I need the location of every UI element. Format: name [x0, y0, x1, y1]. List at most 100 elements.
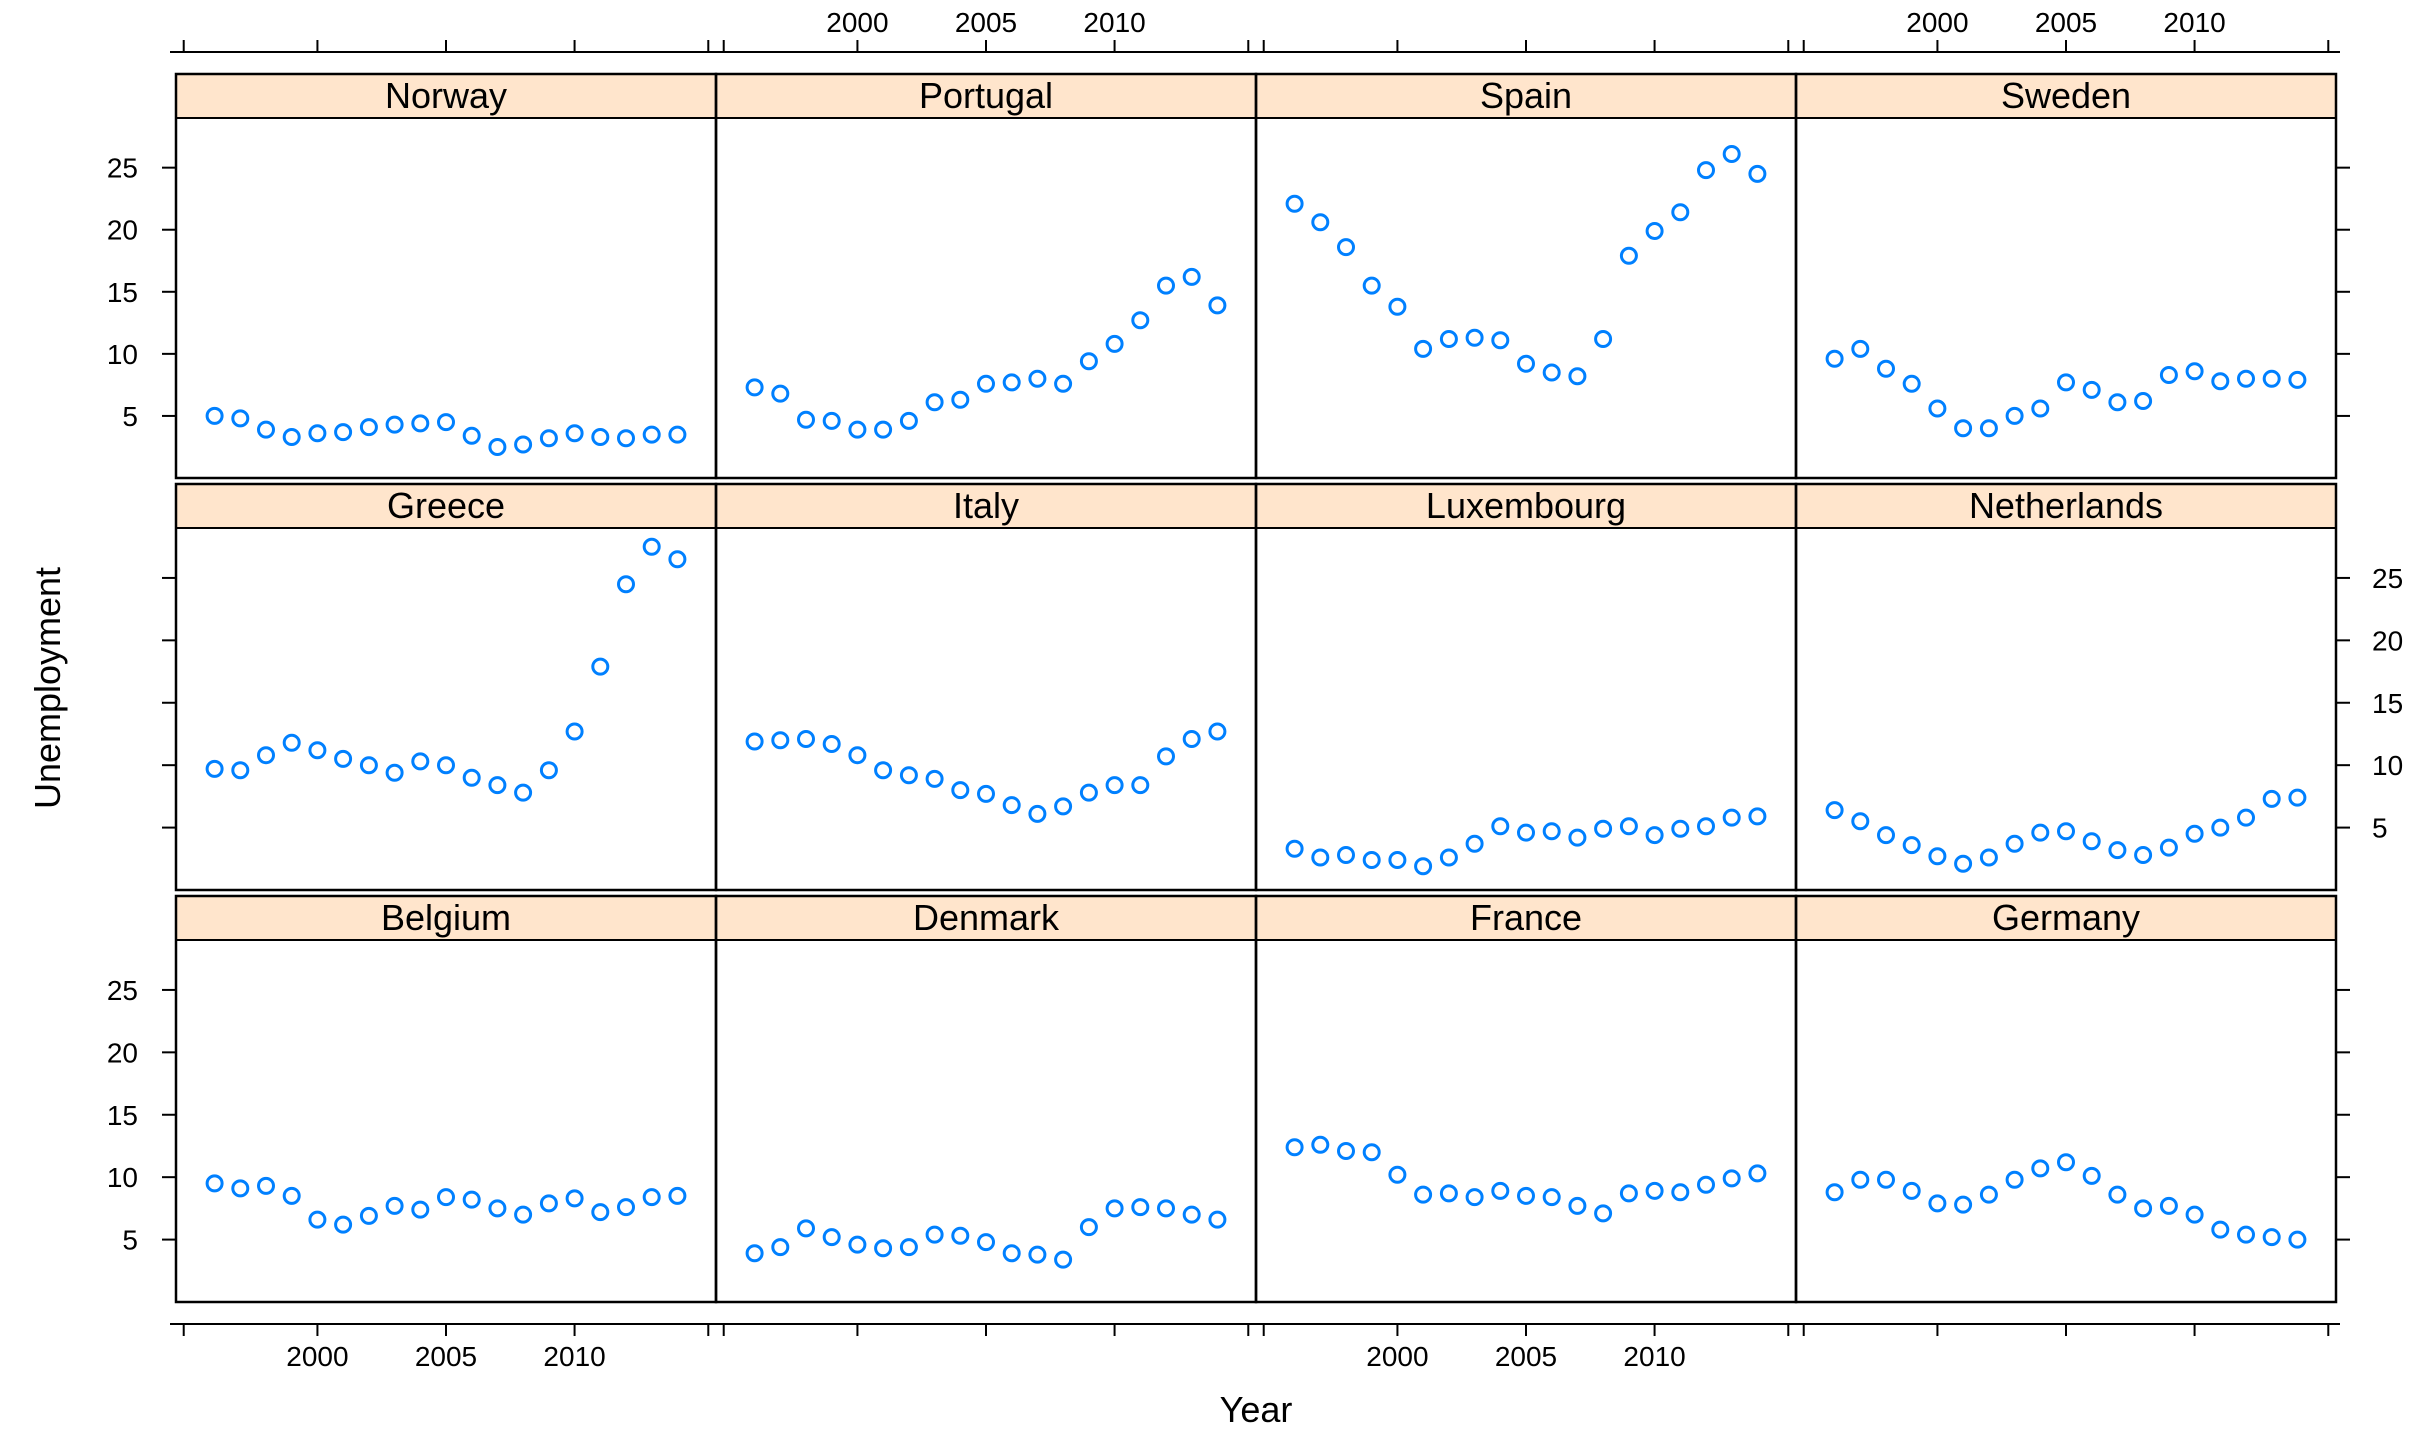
data-point — [539, 761, 558, 780]
data-point — [488, 438, 507, 456]
data-point — [1877, 359, 1895, 378]
data-point — [2108, 1185, 2127, 1204]
x-tick-label: 2005 — [415, 1341, 477, 1372]
data-point — [437, 756, 455, 775]
data-point — [1157, 1199, 1175, 1218]
data-point — [1465, 1188, 1484, 1207]
data-point — [282, 428, 301, 446]
strip-label: Netherlands — [1969, 485, 2163, 526]
panel-border — [174, 482, 718, 892]
panel-border — [1254, 482, 1798, 892]
data-point — [1079, 1218, 1098, 1237]
panels-group: Norway Portugal Spain Sweden Greece Italy Luxe… — [174, 72, 2338, 1304]
data-point — [2262, 369, 2281, 388]
data-point — [2108, 841, 2127, 860]
data-point — [231, 1179, 250, 1198]
data-point — [745, 1244, 764, 1263]
data-point — [1645, 222, 1664, 240]
data-point — [2082, 380, 2101, 399]
data-point — [771, 731, 790, 750]
data-point — [2005, 834, 2024, 853]
data-point — [539, 1194, 558, 1213]
data-point — [1517, 823, 1535, 842]
data-point — [2185, 362, 2204, 381]
data-point — [1002, 1244, 1021, 1263]
data-point — [334, 423, 353, 442]
data-point — [1722, 1169, 1741, 1188]
data-point — [617, 575, 635, 594]
data-point — [359, 756, 378, 775]
strip-label: Luxembourg — [1426, 485, 1626, 526]
data-point — [977, 374, 995, 393]
data-point — [1619, 246, 1638, 265]
data-point — [385, 763, 404, 782]
data-point — [1311, 848, 1330, 867]
strip-label: Sweden — [2001, 75, 2131, 116]
panel-border — [174, 72, 718, 480]
data-point — [668, 425, 687, 444]
strip-label: Greece — [387, 485, 505, 526]
data-point — [2288, 370, 2307, 389]
data-point — [1311, 213, 1330, 232]
data-point — [1491, 817, 1510, 836]
data-point — [1054, 797, 1073, 816]
data-point — [1645, 826, 1664, 845]
data-point — [1388, 851, 1407, 869]
x-tick-label: 2010 — [543, 1341, 605, 1372]
panel-luxembourg: Luxembourg — [1255, 483, 1797, 876]
data-point — [1491, 331, 1510, 350]
data-point — [385, 1196, 404, 1215]
data-point — [1362, 276, 1381, 295]
data-point — [1594, 819, 1613, 838]
data-point — [205, 1174, 224, 1193]
data-point — [2005, 406, 2024, 425]
data-point — [1414, 339, 1433, 358]
strip-label: Norway — [385, 75, 507, 116]
data-point — [899, 766, 918, 785]
data-point — [1439, 330, 1458, 348]
y-tick-label: 25 — [2372, 563, 2403, 594]
strip-label: Portugal — [919, 75, 1053, 116]
data-point — [822, 735, 841, 753]
y-tick-label: 25 — [107, 153, 138, 184]
data-point — [822, 411, 841, 430]
data-point — [1697, 1175, 1715, 1194]
data-point — [1671, 1183, 1690, 1202]
data-point — [848, 420, 867, 439]
y-tick-label: 20 — [107, 215, 138, 246]
data-point — [282, 733, 301, 752]
data-point — [1748, 1164, 1767, 1183]
data-point — [668, 550, 687, 569]
data-point — [1954, 854, 1973, 873]
panel-sweden: Sweden — [1795, 73, 2337, 438]
data-point — [1928, 847, 1947, 866]
strip-luxembourg — [1255, 483, 1797, 529]
data-point — [1491, 1181, 1510, 1200]
data-point — [899, 411, 918, 430]
data-point — [617, 1198, 635, 1217]
data-point — [488, 1199, 507, 1218]
data-point — [334, 749, 353, 768]
x-tick-label: 2000 — [826, 7, 888, 38]
data-point — [205, 759, 224, 778]
strip-germany — [1795, 895, 2337, 941]
data-point — [1645, 1181, 1664, 1200]
data-point — [1825, 801, 1844, 820]
data-point — [591, 657, 610, 676]
data-point — [2134, 1199, 2153, 1218]
data-point — [1028, 1245, 1047, 1264]
data-point — [2005, 1170, 2024, 1189]
panel-netherlands: Netherlands — [1795, 483, 2337, 873]
data-point — [925, 1225, 944, 1244]
data-point — [1619, 1184, 1638, 1203]
x-tick-label: 2005 — [2035, 7, 2097, 38]
data-point — [2031, 1159, 2050, 1178]
data-point — [514, 783, 533, 802]
x-tick-label: 2005 — [955, 7, 1017, 38]
strip-label: Italy — [953, 485, 1019, 526]
data-point — [771, 1238, 790, 1257]
data-point — [1131, 1198, 1150, 1217]
panel-germany: Germany — [1795, 895, 2337, 1249]
data-point — [1388, 297, 1407, 316]
data-point — [1285, 1138, 1304, 1157]
